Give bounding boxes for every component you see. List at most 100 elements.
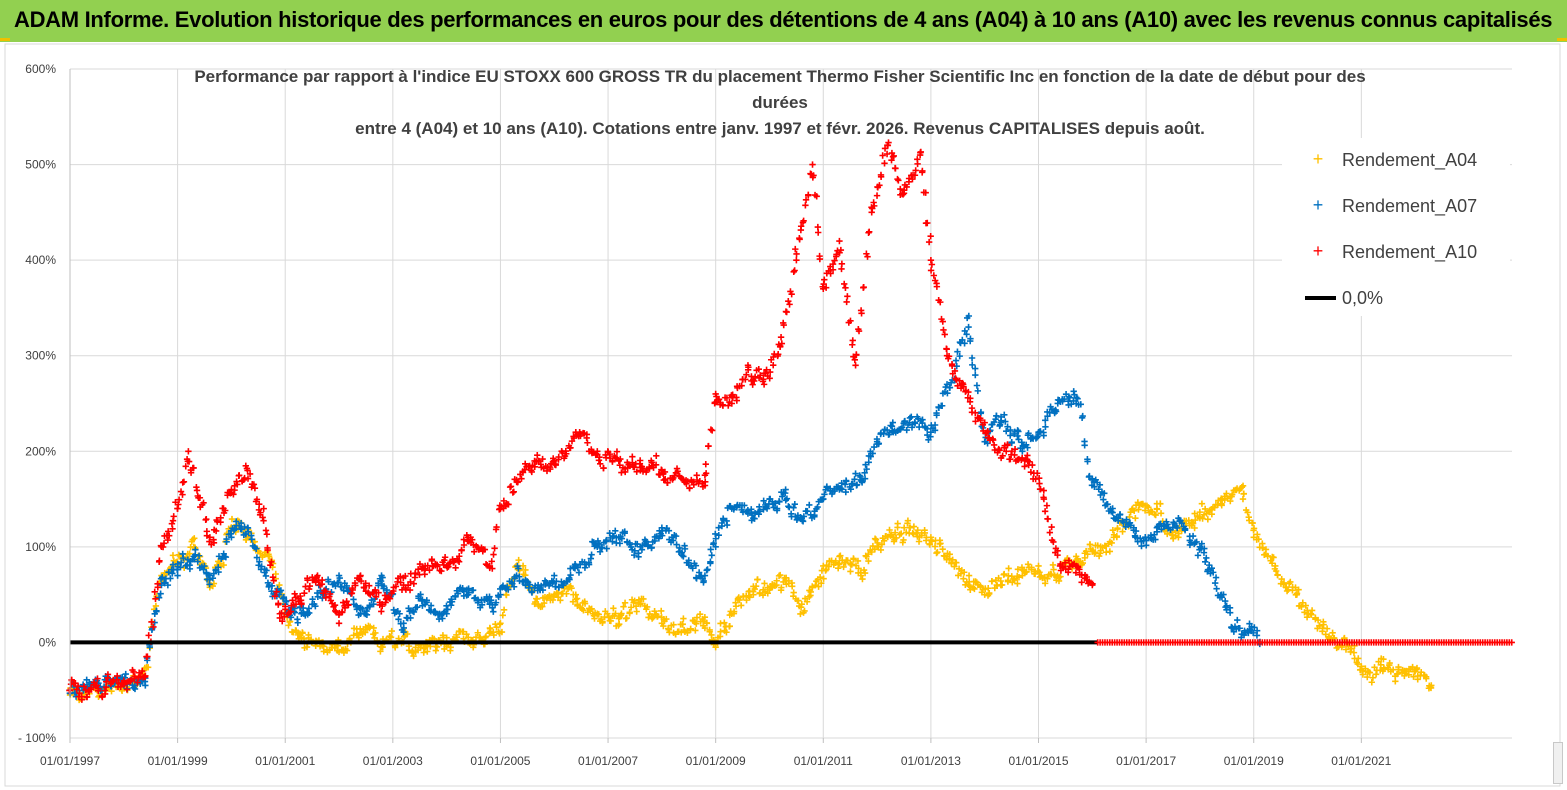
point-a10 (179, 491, 186, 498)
point-a07 (1011, 430, 1018, 438)
point-a04 (1201, 505, 1209, 513)
point-a10 (120, 677, 128, 684)
point-a04 (872, 536, 880, 543)
point-a07 (965, 323, 972, 331)
point-a07 (1119, 517, 1126, 525)
chart-title-line-1: Performance par rapport à l'indice EU ST… (194, 67, 1365, 86)
point-a07 (262, 572, 270, 580)
legend-marker-a10: + (1313, 241, 1324, 261)
point-a10 (777, 334, 785, 341)
point-a04 (865, 557, 872, 565)
point-a10 (873, 192, 881, 199)
point-a04 (859, 575, 866, 583)
point-a10 (1034, 470, 1041, 477)
point-a07 (581, 564, 589, 571)
point-a10 (796, 234, 803, 242)
point-a10 (378, 601, 386, 608)
point-a07 (621, 529, 628, 537)
point-a07 (967, 337, 974, 345)
point-a10 (653, 452, 660, 459)
point-a07 (221, 553, 229, 560)
point-a07 (861, 475, 869, 482)
point-a04 (1358, 663, 1365, 670)
point-a04 (1147, 508, 1155, 515)
point-a07 (1060, 395, 1068, 403)
point-a10 (790, 268, 797, 276)
point-a04 (539, 603, 546, 610)
point-a07 (1066, 394, 1073, 401)
point-a04 (869, 542, 877, 550)
point-a07 (256, 558, 263, 565)
point-a10 (338, 609, 346, 616)
point-a10 (802, 202, 809, 209)
point-a07 (1200, 549, 1208, 556)
point-a10 (579, 429, 587, 437)
point-a10 (782, 308, 790, 315)
point-a07 (248, 532, 255, 539)
point-a04 (896, 531, 903, 538)
point-a07 (943, 381, 951, 388)
scroll-corner[interactable] (1553, 742, 1563, 784)
point-a07 (804, 507, 811, 515)
point-a04 (607, 617, 615, 625)
point-a07 (1212, 574, 1220, 581)
point-a07 (723, 517, 730, 525)
points-layer (66, 139, 1515, 704)
y-tick-label: 400% (25, 253, 56, 267)
point-a04 (873, 543, 881, 551)
legend-label-a04: Rendement_A04 (1342, 150, 1477, 171)
point-a10 (841, 280, 848, 288)
point-a04 (1325, 634, 1333, 641)
point-a07 (927, 428, 935, 436)
point-a04 (534, 601, 542, 608)
point-a07 (230, 527, 238, 534)
point-a04 (684, 629, 691, 637)
point-a07 (881, 426, 889, 433)
point-a04 (1316, 622, 1323, 630)
point-a04 (1092, 542, 1099, 549)
point-a04 (1099, 544, 1106, 551)
point-a04 (228, 515, 236, 523)
point-a10 (260, 517, 267, 524)
point-a04 (144, 664, 152, 671)
point-a07 (177, 559, 185, 566)
point-a10 (760, 381, 768, 388)
point-a07 (1109, 505, 1116, 512)
point-a07 (1081, 442, 1088, 449)
point-a10 (562, 447, 569, 455)
point-a10 (673, 465, 681, 472)
point-a04 (1368, 679, 1375, 686)
point-a10 (814, 229, 822, 236)
point-a07 (885, 431, 892, 438)
point-a10 (609, 457, 616, 464)
point-a07 (1234, 616, 1241, 624)
point-a10 (894, 175, 901, 183)
point-a07 (853, 482, 860, 489)
point-a10 (189, 464, 197, 472)
point-a10 (570, 434, 578, 442)
point-a07 (695, 569, 703, 576)
point-a10 (493, 523, 500, 531)
point-a07 (244, 524, 251, 531)
point-a07 (1091, 483, 1098, 491)
point-a10 (169, 517, 177, 524)
point-a07 (908, 424, 916, 431)
point-a10 (490, 551, 497, 558)
point-a10 (777, 342, 784, 350)
point-a10 (385, 594, 392, 601)
point-a10 (751, 373, 759, 380)
point-a10 (884, 142, 892, 149)
point-a04 (931, 543, 939, 550)
point-a04 (1157, 500, 1164, 507)
point-a04 (788, 579, 796, 587)
point-a07 (1173, 524, 1181, 532)
point-a04 (746, 594, 753, 601)
point-a10 (814, 223, 822, 231)
point-a10 (847, 317, 854, 325)
point-a07 (528, 589, 536, 596)
point-a04 (1228, 493, 1235, 500)
point-a04 (1019, 572, 1026, 579)
point-a07 (1178, 519, 1185, 527)
point-a04 (736, 596, 743, 604)
point-a07 (575, 569, 583, 576)
